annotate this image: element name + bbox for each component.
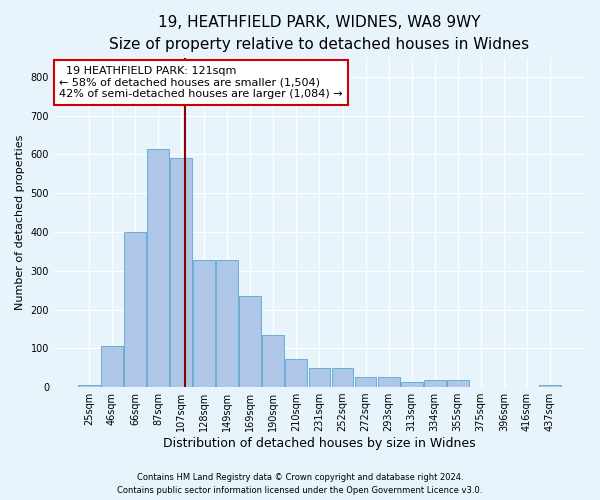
Bar [78, 385, 100, 387]
Bar [377, 378, 400, 387]
Y-axis label: Number of detached properties: Number of detached properties [15, 134, 25, 310]
Text: 19 HEATHFIELD PARK: 121sqm
← 58% of detached houses are smaller (1,504)
42% of s: 19 HEATHFIELD PARK: 121sqm ← 58% of deta… [59, 66, 343, 99]
Bar [193, 260, 215, 387]
Bar [447, 380, 469, 387]
Bar [262, 334, 284, 387]
Bar [332, 368, 353, 387]
Bar [424, 380, 446, 387]
X-axis label: Distribution of detached houses by size in Widnes: Distribution of detached houses by size … [163, 437, 476, 450]
Bar [239, 296, 261, 387]
Bar [147, 148, 169, 387]
Bar [401, 382, 422, 387]
Bar [286, 359, 307, 387]
Text: Contains HM Land Registry data © Crown copyright and database right 2024.
Contai: Contains HM Land Registry data © Crown c… [118, 474, 482, 495]
Bar [170, 158, 192, 387]
Bar [217, 260, 238, 387]
Bar [124, 232, 146, 387]
Bar [101, 346, 123, 387]
Title: 19, HEATHFIELD PARK, WIDNES, WA8 9WY
Size of property relative to detached house: 19, HEATHFIELD PARK, WIDNES, WA8 9WY Siz… [109, 15, 530, 52]
Bar [308, 368, 331, 387]
Bar [539, 385, 561, 387]
Bar [355, 378, 376, 387]
